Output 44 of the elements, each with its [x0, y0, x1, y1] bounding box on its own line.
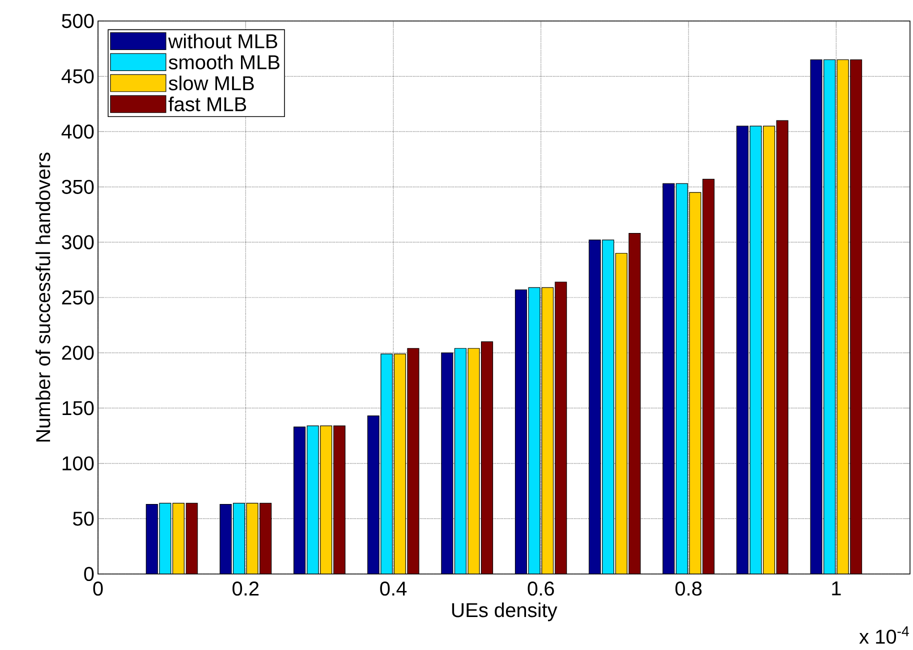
bar — [836, 59, 849, 574]
bar — [246, 502, 258, 574]
y-tick-label: 300 — [62, 235, 94, 250]
x-tick-label: 0.4 — [380, 582, 407, 596]
x-tick-label: 0.6 — [528, 582, 554, 596]
bar — [320, 425, 332, 574]
text: x 10$^{-4}$ — [859, 626, 909, 644]
x-tick-label: 0.2 — [232, 582, 259, 596]
y-tick-label: 200 — [62, 346, 94, 360]
y-tick-label: 450 — [62, 69, 94, 84]
bar — [810, 59, 822, 574]
bar — [615, 252, 628, 574]
y-tick-label: 250 — [62, 290, 94, 305]
y-tick-label: 100 — [62, 456, 94, 470]
bar — [542, 287, 554, 574]
bar — [662, 183, 675, 574]
legend-label: smooth MLB — [168, 54, 280, 70]
bar — [220, 504, 232, 574]
bar — [146, 504, 158, 574]
bar — [172, 502, 184, 574]
y-tick-label: 500 — [62, 14, 94, 28]
x-tick-label: 0 — [93, 582, 103, 596]
bar — [588, 240, 601, 574]
bar — [514, 289, 528, 574]
bar — [367, 416, 380, 574]
legend-label: fast MLB — [168, 96, 246, 112]
y-axis-title: Number of successful handovers — [36, 152, 50, 442]
legend-label: slow MLB — [168, 76, 254, 90]
bar — [441, 352, 454, 574]
y-tick-label: 400 — [62, 124, 94, 139]
x-tick-label: 1 — [832, 582, 841, 596]
bar — [394, 354, 406, 574]
bar — [294, 426, 306, 574]
y-tick-label: 150 — [62, 401, 94, 416]
y-tick-label: 50 — [73, 512, 94, 526]
y-tick-label: 0 — [84, 566, 94, 582]
bar — [736, 126, 748, 574]
legend-label: without MLB — [168, 34, 278, 48]
bar — [468, 348, 480, 574]
y-tick-label: 350 — [62, 180, 94, 194]
bar — [689, 192, 702, 574]
x-axis-title: UEs density — [452, 602, 558, 622]
bar — [762, 126, 776, 574]
x-tick-label: 0.8 — [675, 582, 702, 596]
